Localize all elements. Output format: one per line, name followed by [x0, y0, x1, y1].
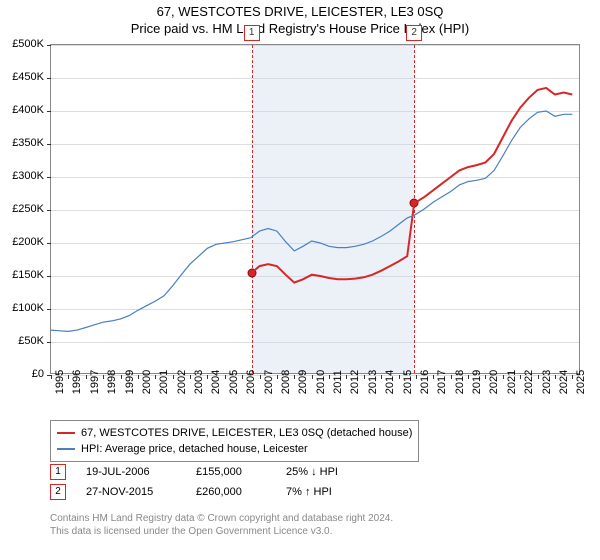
sales-table-row: 1 19-JUL-2006£155,00025% ↓ HPI: [50, 462, 376, 482]
y-axis-label: £300K: [2, 170, 44, 182]
x-axis-label: 2024: [558, 370, 570, 394]
x-axis-label: 2006: [245, 370, 257, 394]
y-axis-label: £500K: [2, 38, 44, 50]
sales-row-price: £260,000: [196, 486, 286, 498]
x-axis-label: 2015: [402, 370, 414, 394]
x-axis-label: 2001: [158, 370, 170, 394]
x-axis-label: 2020: [488, 370, 500, 394]
sales-row-number: 1: [50, 464, 66, 480]
x-axis-label: 1995: [54, 370, 66, 394]
x-axis-label: 2012: [349, 370, 361, 394]
x-axis-label: 2004: [210, 370, 222, 394]
sales-row-date: 19-JUL-2006: [86, 466, 196, 478]
x-axis-label: 1997: [89, 370, 101, 394]
legend-label: 67, WESTCOTES DRIVE, LEICESTER, LE3 0SQ …: [81, 427, 412, 439]
sales-row-delta: 7% ↑ HPI: [286, 486, 376, 498]
legend-swatch: [57, 432, 75, 434]
chart-plot-area: 12: [50, 44, 580, 374]
x-axis-label: 2014: [384, 370, 396, 394]
chart-lines: [51, 45, 581, 375]
y-axis-label: £450K: [2, 71, 44, 83]
y-axis-label: £50K: [2, 335, 44, 347]
legend-label: HPI: Average price, detached house, Leic…: [81, 443, 308, 455]
sales-row-price: £155,000: [196, 466, 286, 478]
y-axis-label: £200K: [2, 236, 44, 248]
x-axis-label: 2011: [332, 370, 344, 394]
y-axis-label: £350K: [2, 137, 44, 149]
legend-swatch: [57, 448, 75, 450]
chart-subtitle: Price paid vs. HM Land Registry's House …: [0, 19, 600, 36]
x-axis-label: 1996: [71, 370, 83, 394]
x-axis-label: 2017: [436, 370, 448, 394]
x-axis-label: 2013: [367, 370, 379, 394]
footnote-line2: This data is licensed under the Open Gov…: [50, 525, 393, 538]
legend: 67, WESTCOTES DRIVE, LEICESTER, LE3 0SQ …: [50, 420, 419, 462]
x-axis-label: 2016: [419, 370, 431, 394]
y-axis-label: £0: [2, 368, 44, 380]
x-axis-label: 2005: [228, 370, 240, 394]
x-axis-label: 2008: [280, 370, 292, 394]
x-axis-label: 2000: [141, 370, 153, 394]
sales-table-row: 2 27-NOV-2015£260,0007% ↑ HPI: [50, 482, 376, 502]
x-axis-label: 2003: [193, 370, 205, 394]
x-axis-label: 2002: [176, 370, 188, 394]
sales-table: 1 19-JUL-2006£155,00025% ↓ HPI 2 27-NOV-201…: [50, 462, 376, 502]
legend-item: HPI: Average price, detached house, Leic…: [57, 441, 412, 457]
footnote-line1: Contains HM Land Registry data © Crown c…: [50, 512, 393, 525]
y-axis-label: £100K: [2, 302, 44, 314]
x-axis-label: 2010: [315, 370, 327, 394]
sales-row-date: 27-NOV-2015: [86, 486, 196, 498]
sales-row-number: 2: [50, 484, 66, 500]
x-axis-label: 2025: [575, 370, 587, 394]
x-axis-label: 2019: [471, 370, 483, 394]
sale-marker-box: 2: [406, 25, 422, 41]
sale-marker-box: 1: [244, 25, 260, 41]
y-axis-label: £400K: [2, 104, 44, 116]
footnote: Contains HM Land Registry data © Crown c…: [50, 512, 393, 538]
series-property_price: [252, 88, 573, 283]
x-axis-label: 2022: [523, 370, 535, 394]
y-axis-label: £150K: [2, 269, 44, 281]
x-axis-label: 2021: [506, 370, 518, 394]
x-axis-label: 1998: [106, 370, 118, 394]
x-axis-label: 2018: [454, 370, 466, 394]
x-axis-label: 2023: [541, 370, 553, 394]
x-axis-label: 2007: [263, 370, 275, 394]
y-axis-label: £250K: [2, 203, 44, 215]
series-hpi: [51, 111, 572, 331]
sales-row-delta: 25% ↓ HPI: [286, 466, 376, 478]
chart-title: 67, WESTCOTES DRIVE, LEICESTER, LE3 0SQ: [0, 0, 600, 19]
x-axis-label: 1999: [124, 370, 136, 394]
x-axis-label: 2009: [297, 370, 309, 394]
legend-item: 67, WESTCOTES DRIVE, LEICESTER, LE3 0SQ …: [57, 425, 412, 441]
